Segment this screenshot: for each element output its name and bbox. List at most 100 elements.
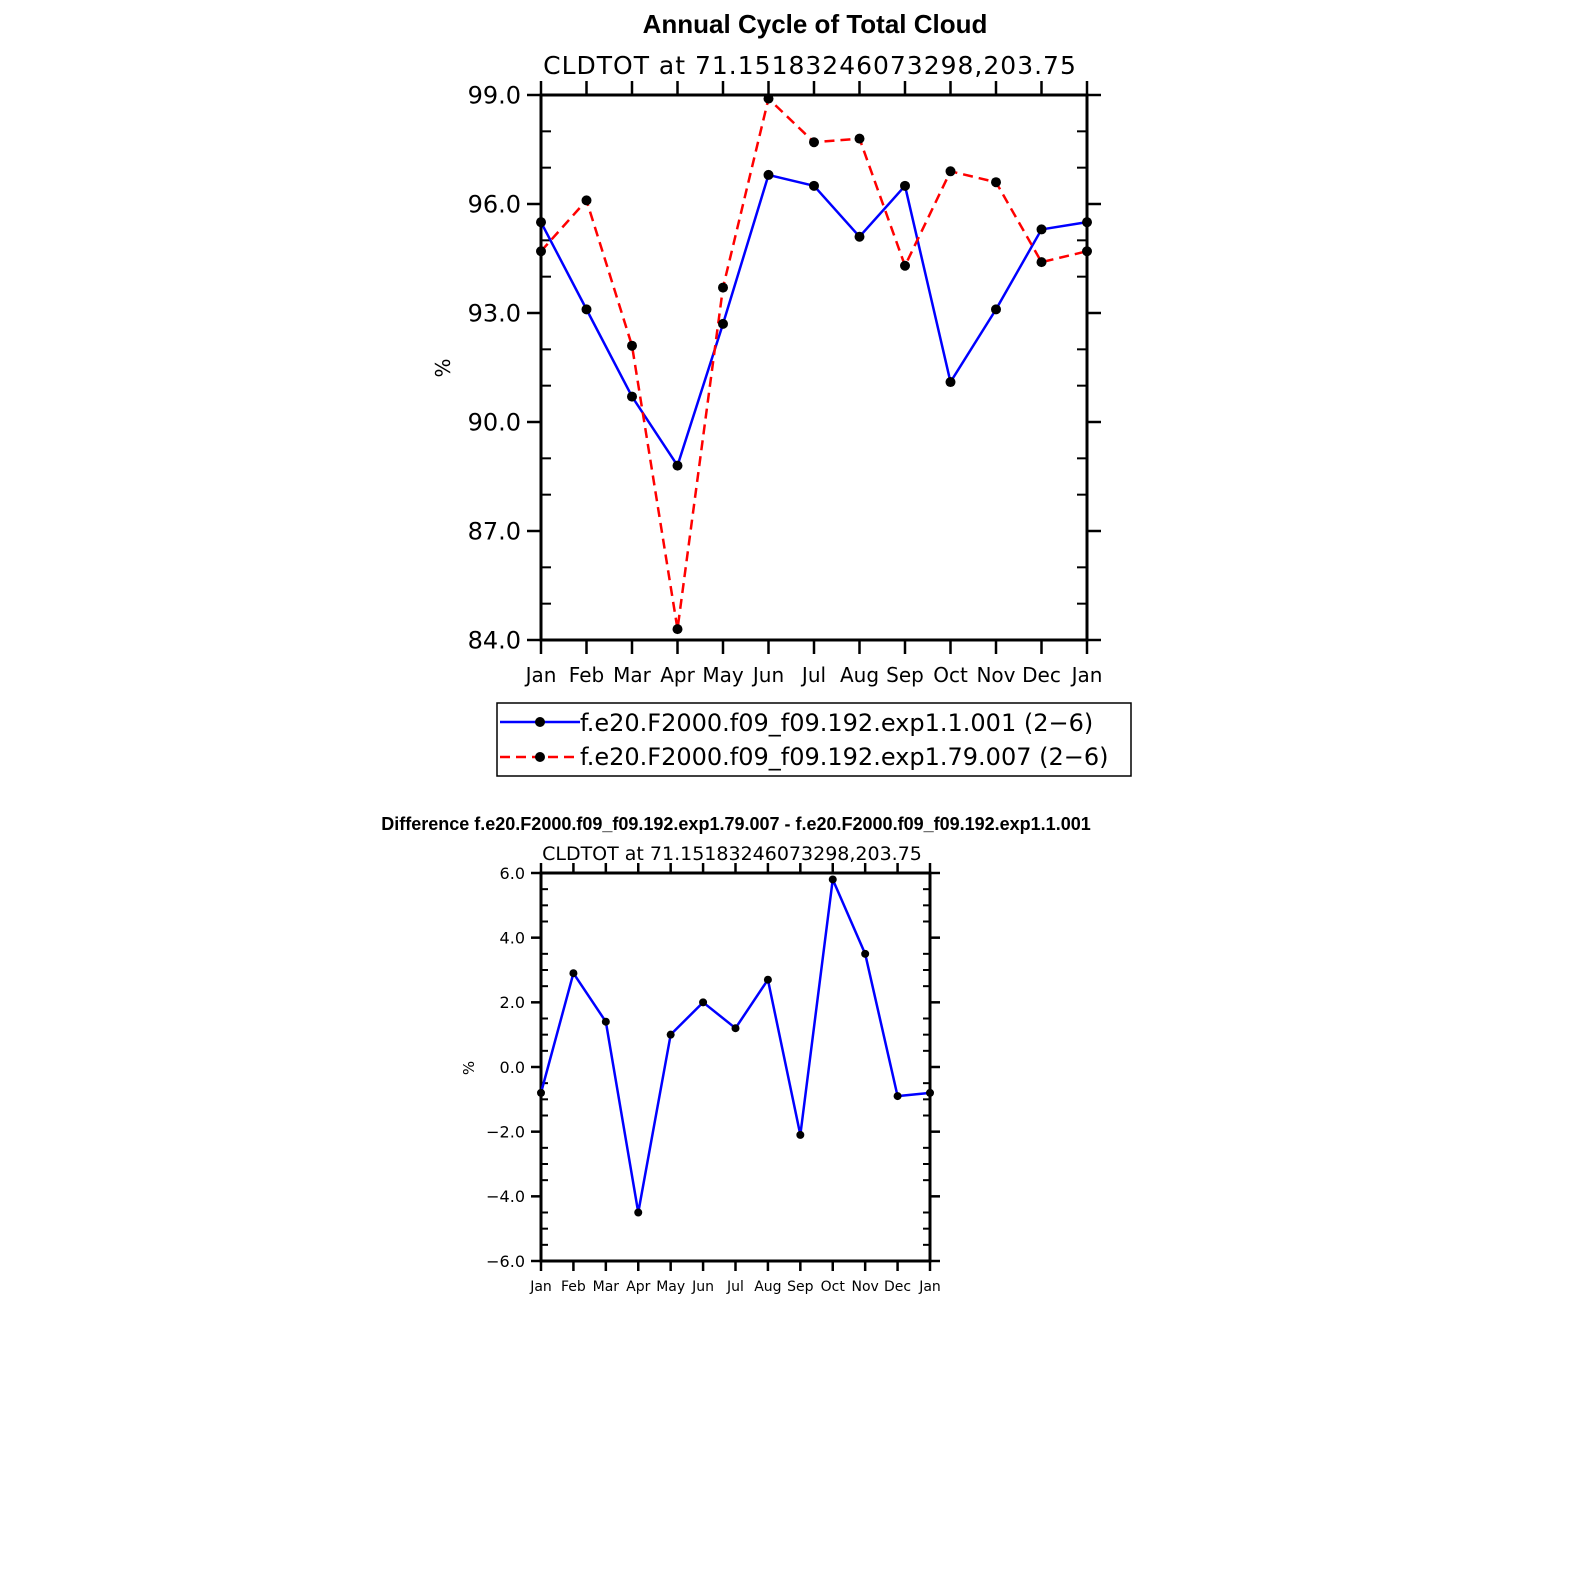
difference-plot-frame xyxy=(539,871,932,1263)
data-point-series-1 xyxy=(627,391,637,402)
y-tick-label: −2.0 xyxy=(486,1122,525,1141)
x-tick-label: Feb xyxy=(561,1279,586,1295)
y-tick-label: 6.0 xyxy=(500,864,525,883)
data-point-series-2 xyxy=(991,177,1001,188)
x-tick-label: Feb xyxy=(569,663,604,687)
data-point-series-1 xyxy=(893,1092,902,1101)
series-line-2 xyxy=(540,97,1088,631)
series-layer xyxy=(536,93,1092,635)
data-point-series-1 xyxy=(991,304,1001,315)
x-tick-label: Jan xyxy=(1070,663,1103,687)
data-point-series-2 xyxy=(627,340,637,351)
difference-y-tick-labels: 6.0 4.0 2.0 0.0 −2.0 −4.0 −6.0 xyxy=(486,864,525,1271)
data-point-series-1 xyxy=(581,304,592,315)
x-tick-label: Oct xyxy=(933,663,968,687)
data-point-series-1 xyxy=(536,217,546,228)
x-tick-label: May xyxy=(656,1279,685,1295)
data-point-series-1 xyxy=(809,180,819,191)
y-tick-label: 4.0 xyxy=(500,928,525,947)
data-point-series-2 xyxy=(1082,246,1092,257)
data-point-series-2 xyxy=(763,93,774,104)
legend-label-series-1: f.e20.F2000.f09_f09.192.exp1.1.001 (2−6) xyxy=(580,709,1093,737)
data-point-series-2 xyxy=(581,195,592,206)
y-tick-label: 90.0 xyxy=(468,409,521,437)
data-point-series-2 xyxy=(900,260,910,271)
data-point-series-1 xyxy=(854,231,865,242)
y-tick-label: 2.0 xyxy=(500,993,525,1012)
series-line-1 xyxy=(539,878,931,1214)
difference-axis-ticks xyxy=(531,863,940,1271)
y-axis-label: % xyxy=(431,358,455,377)
x-tick-label: Jul xyxy=(800,663,826,687)
axis-ticks xyxy=(527,81,1101,654)
y-tick-label: 87.0 xyxy=(468,518,521,546)
x-tick-label: Jun xyxy=(691,1279,714,1295)
data-point-series-1 xyxy=(763,975,772,984)
annual-cycle-chart: Annual Cycle of Total Cloud CLDTOT at 71… xyxy=(431,9,1132,777)
x-tick-label: Sep xyxy=(886,663,924,687)
data-point-series-1 xyxy=(718,318,728,329)
y-tick-label: −4.0 xyxy=(486,1187,525,1206)
difference-chart: Difference f.e20.F2000.f09_f09.192.exp1.… xyxy=(381,814,1090,1295)
data-point-series-2 xyxy=(718,282,728,293)
data-point-series-1 xyxy=(861,949,870,958)
difference-y-axis-label: % xyxy=(460,1061,478,1075)
data-point-series-1 xyxy=(666,1030,675,1039)
data-point-series-2 xyxy=(945,166,956,177)
data-point-series-1 xyxy=(828,875,837,884)
x-tick-label: Nov xyxy=(852,1279,879,1295)
legend-label-series-2: f.e20.F2000.f09_f09.192.exp1.79.007 (2−6… xyxy=(580,743,1108,771)
legend-marker-series-2 xyxy=(535,752,545,762)
chart-title: Annual Cycle of Total Cloud xyxy=(643,9,988,39)
data-point-series-1 xyxy=(601,1017,610,1026)
x-tick-label: Jan xyxy=(529,1279,552,1295)
x-tick-label: Mar xyxy=(613,663,652,687)
x-tick-label: Sep xyxy=(787,1279,814,1295)
data-point-series-2 xyxy=(854,133,865,144)
x-tick-label: Oct xyxy=(821,1279,846,1295)
plot-frame xyxy=(539,93,1089,642)
data-point-series-1 xyxy=(699,998,708,1007)
data-point-series-1 xyxy=(1082,217,1092,228)
y-tick-label: −6.0 xyxy=(486,1252,525,1271)
y-tick-label: 99.0 xyxy=(468,82,521,110)
data-point-series-1 xyxy=(569,969,578,978)
difference-x-tick-labels: Jan Feb Mar Apr May Jun Jul Aug Sep Oct Nov Dec Jan xyxy=(529,1279,941,1295)
data-point-series-1 xyxy=(537,1088,545,1097)
data-point-series-1 xyxy=(900,180,910,191)
x-tick-label: Dec xyxy=(884,1279,911,1295)
difference-chart-title: Difference f.e20.F2000.f09_f09.192.exp1.… xyxy=(381,814,1090,834)
legend-marker-series-1 xyxy=(535,717,545,727)
legend-box xyxy=(496,702,1132,777)
x-tick-label: Jan xyxy=(918,1279,941,1295)
x-tick-label: Nov xyxy=(976,663,1015,687)
x-tick-label: Apr xyxy=(660,663,695,687)
x-tick-label: Jan xyxy=(524,663,557,687)
x-tick-label: May xyxy=(702,663,744,687)
data-point-series-1 xyxy=(1036,224,1047,235)
difference-chart-subtitle: CLDTOT at 71.15183246073298,203.75 xyxy=(542,843,922,865)
y-tick-labels: 99.0 96.0 93.0 90.0 87.0 84.0 xyxy=(468,82,521,655)
x-tick-label: Jul xyxy=(726,1279,744,1295)
data-point-series-1 xyxy=(672,460,683,471)
y-tick-label: 96.0 xyxy=(468,191,521,219)
x-tick-label: Jun xyxy=(751,663,784,687)
x-tick-labels: Jan Feb Mar Apr May Jun Jul Aug Sep Oct Nov Dec Jan xyxy=(524,663,1103,687)
difference-series-layer xyxy=(537,875,934,1217)
data-point-series-1 xyxy=(926,1088,934,1097)
data-point-series-1 xyxy=(945,377,956,388)
legend: f.e20.F2000.f09_f09.192.exp1.1.001 (2−6)… xyxy=(496,702,1132,777)
data-point-series-1 xyxy=(731,1024,740,1033)
data-point-series-2 xyxy=(1036,257,1047,268)
x-tick-label: Aug xyxy=(754,1279,781,1295)
data-point-series-2 xyxy=(809,137,819,148)
x-tick-label: Apr xyxy=(626,1279,650,1295)
chart-subtitle: CLDTOT at 71.15183246073298,203.75 xyxy=(543,51,1077,80)
data-point-series-2 xyxy=(536,246,546,257)
x-tick-label: Aug xyxy=(840,663,879,687)
data-point-series-1 xyxy=(763,169,774,180)
y-tick-label: 93.0 xyxy=(468,300,521,328)
data-point-series-1 xyxy=(634,1208,643,1217)
data-point-series-2 xyxy=(672,624,683,635)
